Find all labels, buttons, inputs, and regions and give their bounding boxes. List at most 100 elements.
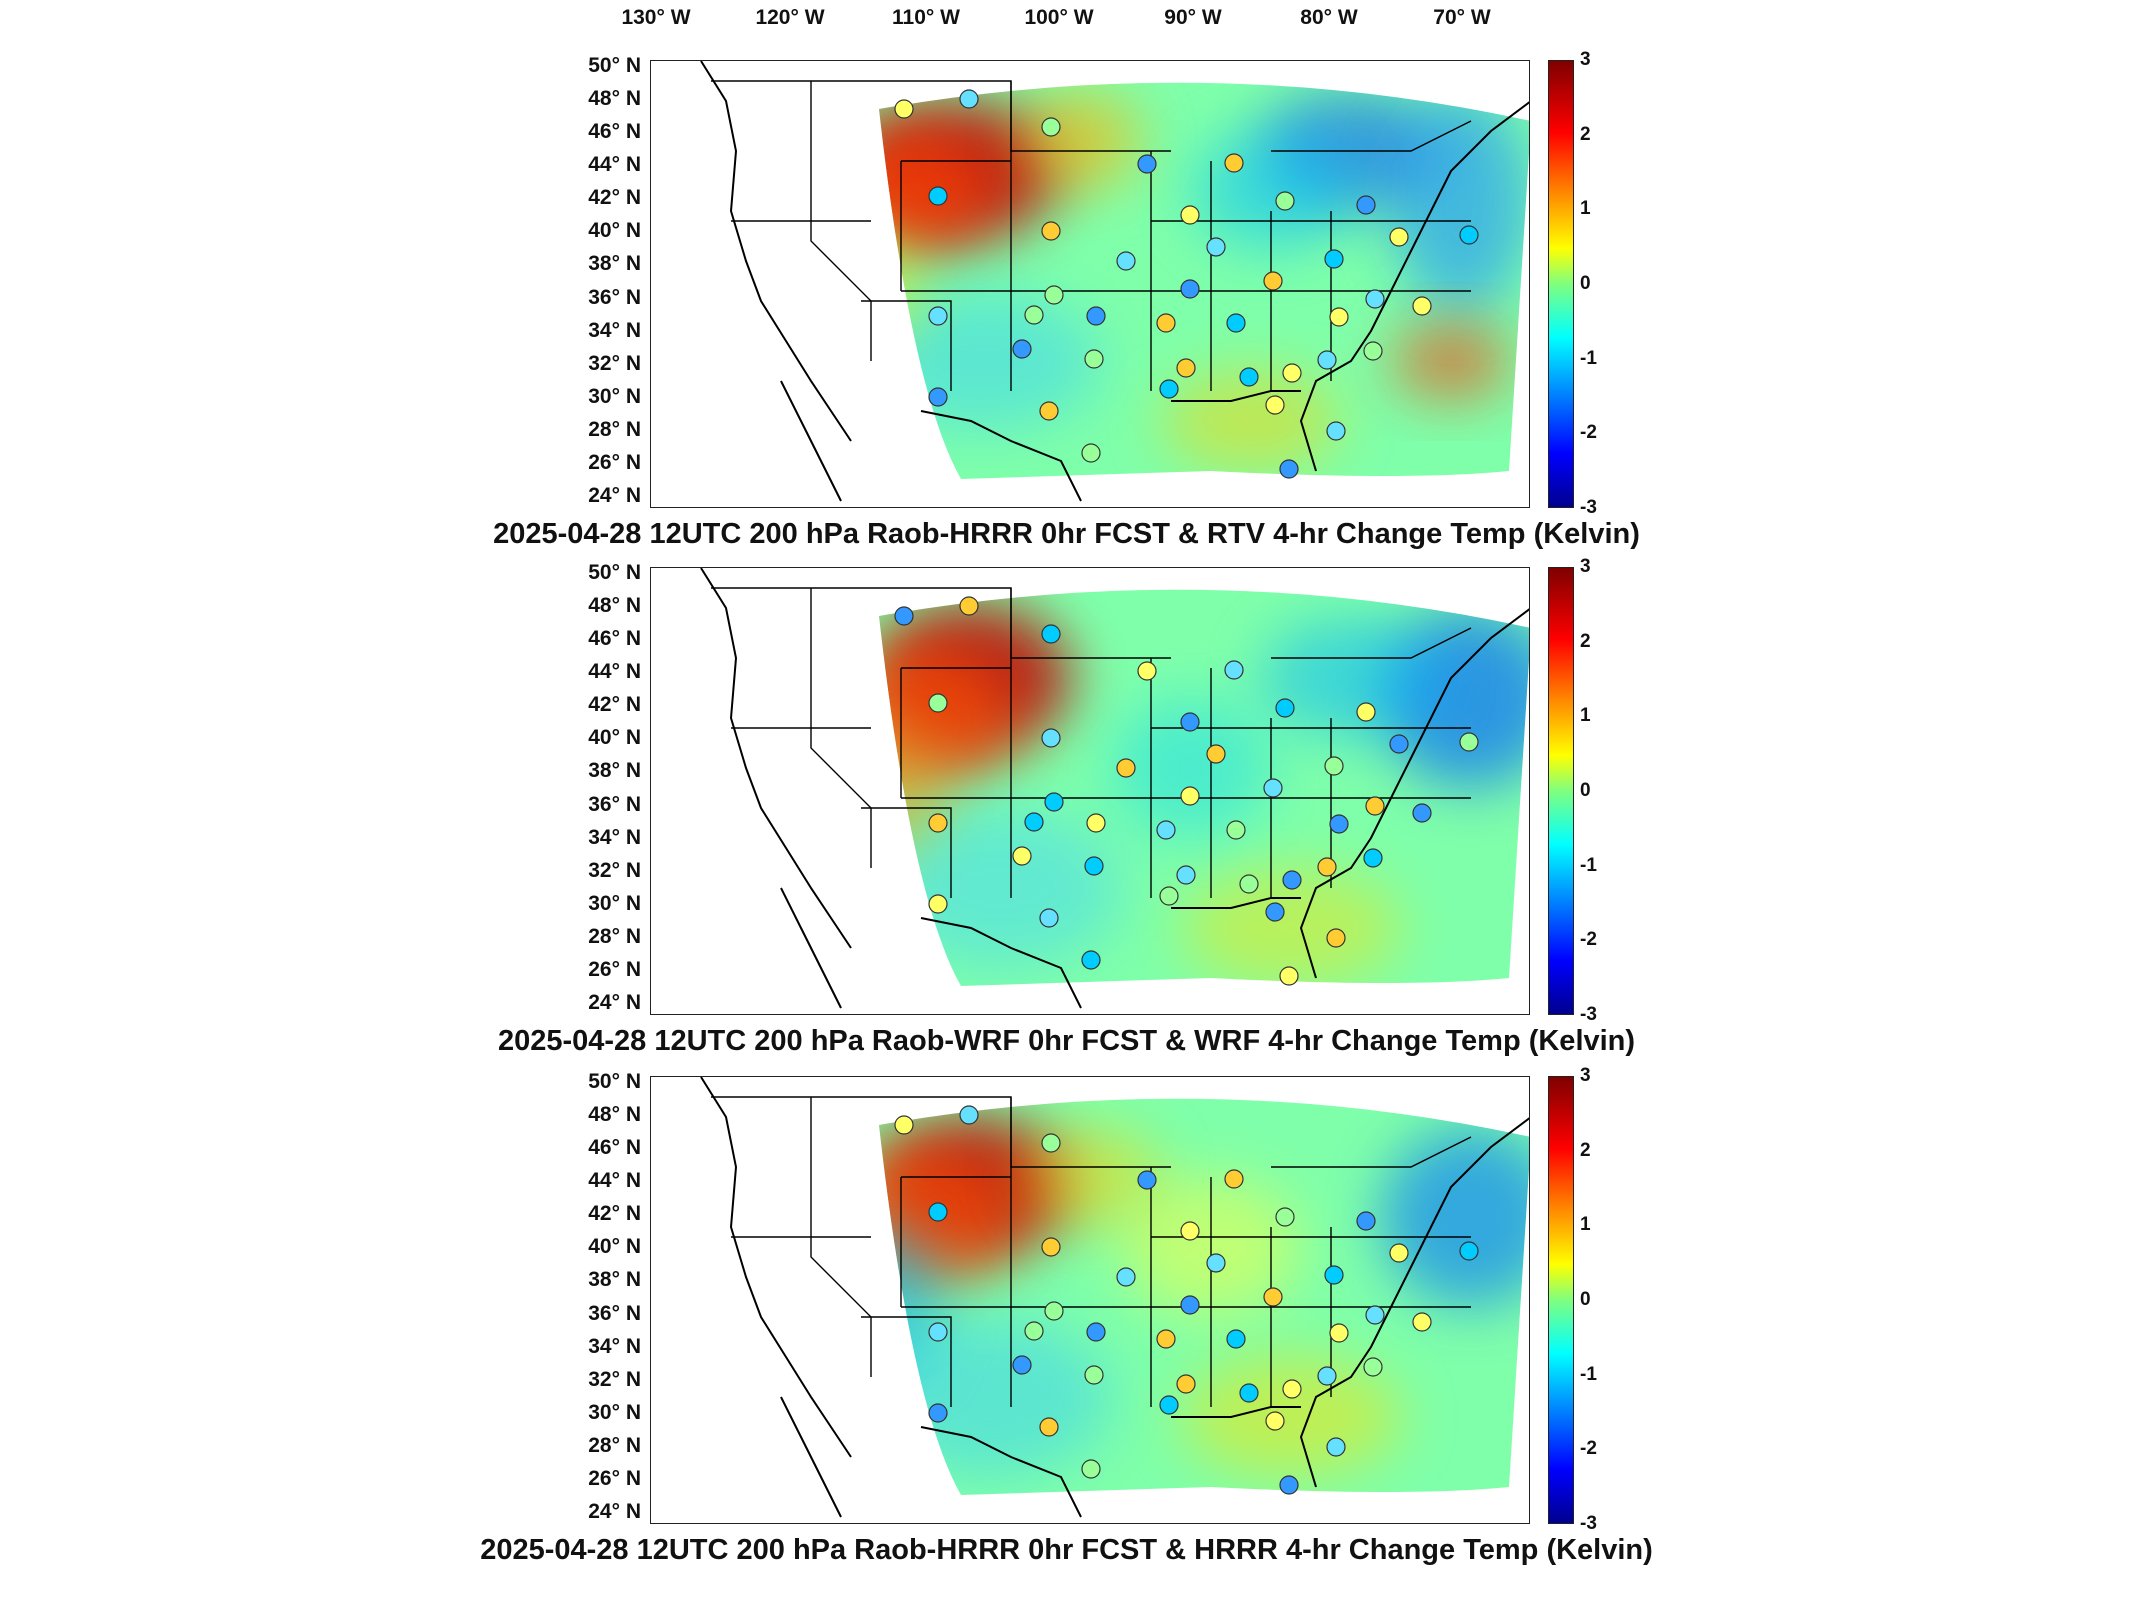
raob-station-marker [1012,1355,1032,1375]
lat-label: 34° N [588,826,641,849]
lat-label: 34° N [588,1335,641,1358]
raob-station-marker [1156,1329,1176,1349]
lat-label: 48° N [588,1103,641,1126]
raob-station-marker [1039,401,1059,421]
colorbar-tick: 1 [1580,1214,1591,1235]
raob-station-marker [1159,379,1179,399]
raob-station-marker [1024,305,1044,325]
raob-station-marker [1324,1265,1344,1285]
lat-label: 48° N [588,594,641,617]
colorbar-tick: 2 [1580,631,1591,652]
raob-stations [894,89,1479,479]
lat-label: 26° N [588,1467,641,1490]
colorbar-tick: 3 [1580,49,1591,70]
raob-station-marker [1363,1357,1383,1377]
colorbar [1548,567,1574,1015]
raob-station-marker [1365,1305,1385,1325]
raob-station-marker [1159,886,1179,906]
raob-station-marker [928,306,948,326]
lat-label: 50° N [588,54,641,77]
hrrr-domain-field [879,1098,1529,1495]
lat-label: 36° N [588,1302,641,1325]
raob-station-marker [1044,285,1064,305]
lat-label: 38° N [588,1268,641,1291]
lat-label: 26° N [588,958,641,981]
raob-station-marker [1084,856,1104,876]
raob-station-marker [1279,459,1299,479]
raob-station-marker [1041,221,1061,241]
lat-label: 44° N [588,660,641,683]
colorbar-tick: -3 [1580,497,1597,518]
raob-station-marker [1329,1323,1349,1343]
raob-station-marker [1180,205,1200,225]
raob-stations [894,596,1479,986]
raob-station-marker [1459,732,1479,752]
colorbar-tick: -1 [1580,1364,1597,1385]
raob-station-marker [1012,846,1032,866]
lat-label: 30° N [588,892,641,915]
raob-station-marker [1329,307,1349,327]
colorbar-tick: 3 [1580,556,1591,577]
map-frame [650,567,1530,1015]
raob-station-marker [1363,848,1383,868]
raob-station-marker [1412,1312,1432,1332]
raob-station-marker [1206,1253,1226,1273]
raob-station-marker [1041,117,1061,137]
raob-station-marker [1265,902,1285,922]
raob-station-marker [1116,251,1136,271]
raob-station-marker [1329,814,1349,834]
raob-station-marker [1389,227,1409,247]
lat-label: 32° N [588,352,641,375]
raob-station-marker [1279,966,1299,986]
colorbar-tick: -2 [1580,1438,1597,1459]
raob-station-marker [1180,712,1200,732]
hrrr-domain-field [879,82,1529,479]
lat-label: 32° N [588,1368,641,1391]
lat-label: 30° N [588,385,641,408]
raob-station-marker [1412,803,1432,823]
lat-label: 46° N [588,627,641,650]
lon-label: 70° W [1433,6,1491,29]
raob-station-marker [1156,313,1176,333]
longitude-axis: 130° W 120° W 110° W 100° W 90° W 80° W … [0,6,2133,46]
raob-station-marker [1317,350,1337,370]
colorbar-tick: -3 [1580,1004,1597,1025]
lat-label: 28° N [588,1434,641,1457]
lon-label: 110° W [892,6,960,29]
raob-station-marker [1356,195,1376,215]
raob-station-marker [1039,908,1059,928]
lat-label: 40° N [588,219,641,242]
raob-station-marker [1317,857,1337,877]
raob-station-marker [1239,367,1259,387]
raob-station-marker [1275,191,1295,211]
lat-label: 36° N [588,793,641,816]
raob-station-marker [894,99,914,119]
raob-station-marker [1317,1366,1337,1386]
lat-label: 32° N [588,859,641,882]
raob-station-marker [1041,1133,1061,1153]
raob-station-marker [1137,661,1157,681]
raob-station-marker [1206,237,1226,257]
temperature-field-map [700,568,1529,1009]
panel-title: 2025-04-28 12UTC 200 hPa Raob-WRF 0hr FC… [497,1025,1636,1057]
lat-label: 38° N [588,252,641,275]
raob-station-marker [1086,1322,1106,1342]
raob-station-marker [1180,1295,1200,1315]
state-borders [711,80,1472,391]
temperature-field-map [700,61,1529,502]
raob-station-marker [1282,363,1302,383]
raob-station-marker [1024,812,1044,832]
lat-label: 34° N [588,319,641,342]
colorbar [1548,60,1574,508]
raob-station-marker [959,89,979,109]
raob-station-marker [928,894,948,914]
lat-label: 48° N [588,87,641,110]
colorbar-tick: 0 [1580,1289,1591,1310]
map-frame [650,60,1530,508]
lon-label: 130° W [621,6,691,29]
lat-label: 42° N [588,693,641,716]
raob-station-marker [1265,1411,1285,1431]
lat-label: 26° N [588,451,641,474]
raob-station-marker [1024,1321,1044,1341]
raob-station-marker [1041,728,1061,748]
